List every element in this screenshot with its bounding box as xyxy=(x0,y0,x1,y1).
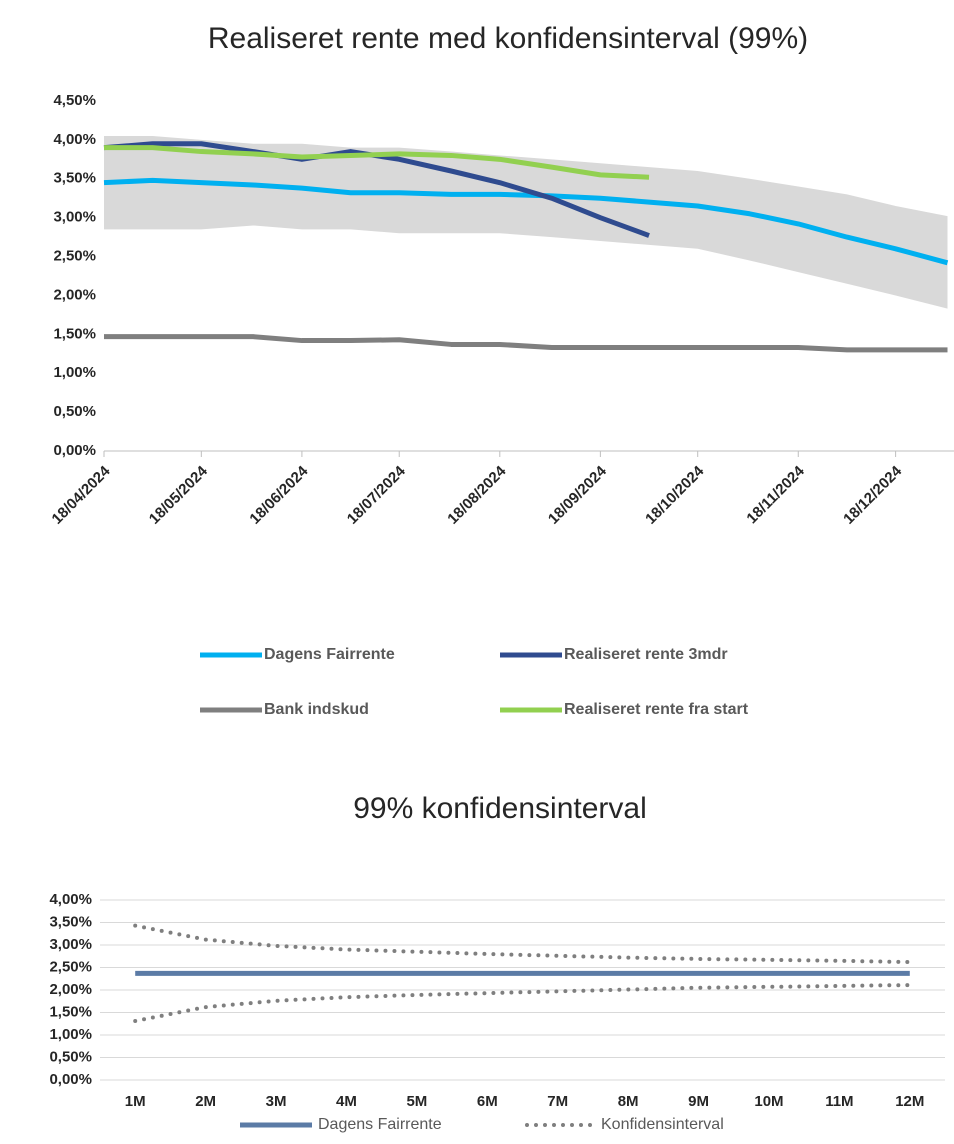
x-tick-label: 18/06/2024 xyxy=(246,462,312,528)
legend-label: Bank indskud xyxy=(264,701,369,718)
y-tick-label: 0,50% xyxy=(53,403,96,420)
x-tick-label: 1M xyxy=(125,1093,146,1110)
legend-label: Dagens Fairrente xyxy=(318,1116,442,1133)
series-line xyxy=(133,983,912,1024)
y-tick-label: 2,50% xyxy=(49,958,92,975)
x-tick-label: 18/08/2024 xyxy=(444,462,510,528)
x-tick-label: 18/04/2024 xyxy=(49,462,115,528)
y-tick-label: 2,00% xyxy=(49,981,92,998)
y-tick-label: 4,50% xyxy=(53,92,96,109)
x-tick-label: 18/05/2024 xyxy=(146,462,212,528)
x-tick-label: 9M xyxy=(688,1093,709,1110)
y-tick-label: 4,00% xyxy=(49,891,92,908)
legend-label: Konfidensinterval xyxy=(601,1116,724,1133)
y-tick-label: 0,50% xyxy=(49,1048,92,1065)
x-tick-label: 4M xyxy=(336,1093,357,1110)
x-tick-label: 8M xyxy=(618,1093,639,1110)
series-line xyxy=(104,145,650,180)
x-tick-label: 18/10/2024 xyxy=(642,462,708,528)
legend-label: Realiseret rente 3mdr xyxy=(564,646,728,663)
confidence-band xyxy=(104,136,948,309)
y-tick-label: 2,50% xyxy=(53,248,96,265)
x-tick-label: 6M xyxy=(477,1093,498,1110)
legend-label: Dagens Fairrente xyxy=(264,646,395,663)
chart-title: Realiseret rente med konfidensinterval (… xyxy=(208,22,808,55)
series-line xyxy=(104,334,948,353)
series-line xyxy=(133,923,912,965)
y-tick-label: 3,50% xyxy=(49,913,92,930)
x-tick-label: 12M xyxy=(895,1093,924,1110)
y-tick-label: 0,00% xyxy=(49,1071,92,1088)
y-tick-label: 3,50% xyxy=(53,170,96,187)
x-tick-label: 3M xyxy=(266,1093,287,1110)
y-tick-label: 1,50% xyxy=(53,325,96,342)
x-tick-label: 7M xyxy=(547,1093,568,1110)
y-tick-label: 1,50% xyxy=(49,1003,92,1020)
x-tick-label: 18/07/2024 xyxy=(344,462,410,528)
series-line xyxy=(103,177,949,266)
y-tick-label: 1,00% xyxy=(53,364,96,381)
y-tick-label: 3,00% xyxy=(49,936,92,953)
x-tick-label: 18/11/2024 xyxy=(743,462,808,527)
x-tick-label: 10M xyxy=(754,1093,783,1110)
y-tick-label: 0,00% xyxy=(53,442,96,459)
chart-title: 99% konfidensinterval xyxy=(353,792,647,825)
x-tick-label: 5M xyxy=(406,1093,427,1110)
legend-label: Realiseret rente fra start xyxy=(564,701,749,718)
x-tick-label: 18/09/2024 xyxy=(545,462,611,528)
y-tick-label: 1,00% xyxy=(49,1026,92,1043)
y-tick-label: 2,00% xyxy=(53,286,96,303)
y-tick-label: 3,00% xyxy=(53,209,96,226)
x-tick-label: 2M xyxy=(195,1093,216,1110)
y-tick-label: 4,00% xyxy=(53,131,96,148)
x-tick-label: 11M xyxy=(825,1093,853,1110)
x-tick-label: 18/12/2024 xyxy=(840,462,906,528)
